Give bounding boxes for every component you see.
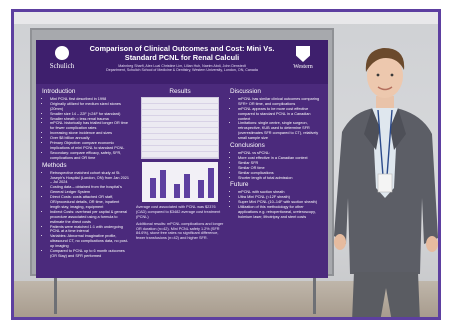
discussion-heading: Discussion bbox=[230, 88, 261, 95]
list-item: Primary Objective: compare economic impl… bbox=[50, 141, 130, 151]
poster-authors: Mahnbeg Sharfi, Alex Luai Christine Lim,… bbox=[84, 64, 280, 73]
poster-column-right: Discussion mPCNL has similar clinical ou… bbox=[230, 88, 322, 223]
list-item: Smaller size 14 – 22F (<24F for standard… bbox=[50, 112, 130, 117]
list-item: Utilization of this methodology for othe… bbox=[238, 205, 322, 220]
list-item: Increasing stone incidence and sizes bbox=[50, 131, 130, 136]
presenter-face bbox=[367, 54, 403, 98]
ceiling bbox=[14, 12, 438, 24]
list-item: Variables: Abnormal imaginative profile,… bbox=[50, 234, 130, 249]
poster-title: Comparison of Clinical Outcomes and Cost… bbox=[89, 44, 275, 62]
list-item: Mini PCNL first described in 1998 bbox=[50, 97, 130, 102]
list-item: Smaller sheath = less renal trauma bbox=[50, 117, 130, 122]
presenter-left-hand bbox=[334, 234, 346, 250]
conclusions-list: mPCNL vs sPCNL: More cost effective in a… bbox=[230, 151, 322, 180]
results-caption: Average cost associated with PCNL was $2… bbox=[136, 204, 221, 219]
list-item: mPCNL appears to be more cost effective … bbox=[238, 107, 322, 122]
discussion-list: mPCNL has similar clinical outcomes comp… bbox=[230, 97, 322, 141]
list-item: Similar complications bbox=[238, 171, 322, 176]
results-table bbox=[141, 96, 219, 159]
poster-column-middle: Results Average cost associated with PCN… bbox=[136, 88, 224, 241]
list-item: Ultra Mini PCNL (<12F sheath) bbox=[238, 195, 322, 200]
list-item: Originally utilized for medium sized sto… bbox=[50, 102, 130, 112]
list-item: mPCNL with suction sheath bbox=[238, 190, 322, 195]
research-poster: Schulich Comparison of Clinical Outcomes… bbox=[36, 40, 328, 278]
introduction-heading: Introduction bbox=[42, 88, 76, 95]
conclusions-heading: Conclusions bbox=[230, 142, 265, 150]
list-item: Patients were matched 1:1 with undergoin… bbox=[50, 225, 130, 235]
list-item: Costing data – obtained from the hospita… bbox=[50, 185, 130, 195]
poster-header: Schulich Comparison of Clinical Outcomes… bbox=[36, 40, 328, 84]
methods-heading: Methods bbox=[42, 161, 67, 169]
future-heading: Future bbox=[230, 181, 249, 189]
presenter-right-hand bbox=[426, 236, 438, 252]
list-item: mPCNL has similar clinical outcomes comp… bbox=[238, 97, 322, 107]
list-item: Indirect Costs: overhead per capital & g… bbox=[50, 210, 130, 225]
list-item: More cost effective in a Canadian contex… bbox=[238, 156, 322, 161]
methods-list: Retrospective matched cohort study at St… bbox=[42, 171, 130, 259]
western-logo: Western bbox=[284, 46, 322, 80]
list-item: Similar OR time bbox=[238, 166, 322, 171]
photo: Schulich Comparison of Clinical Outcomes… bbox=[11, 9, 441, 320]
presenter-trousers bbox=[352, 272, 420, 317]
list-item: Secondary: compare efficacy, safety, SFR… bbox=[50, 151, 130, 161]
western-logo-text: Western bbox=[293, 64, 313, 70]
schulich-logo-text: Schulich bbox=[49, 62, 75, 70]
western-crest-icon bbox=[296, 46, 310, 62]
poster-column-left: Introduction Mini PCNL first described i… bbox=[42, 88, 130, 262]
future-list: mPCNL with suction sheath Ultra Mini PCN… bbox=[230, 190, 322, 219]
list-item: Shorter length of total admission bbox=[238, 176, 322, 181]
list-item: Over $8 billion annually bbox=[50, 136, 130, 141]
list-item: mPCNL vs sPCNL: bbox=[238, 151, 322, 156]
list-item: Similar SFR bbox=[238, 161, 322, 166]
poster-affiliation: Department, Schulich School of Medicine … bbox=[106, 68, 258, 73]
introduction-list: Mini PCNL first described in 1998 Origin… bbox=[42, 97, 130, 161]
poster-author-names: Mahnbeg Sharfi, Alex Luai Christine Lim,… bbox=[118, 64, 246, 68]
list-item: Limitations: single centre, single surge… bbox=[238, 121, 322, 141]
presenter-hair bbox=[365, 48, 405, 72]
results-notes: Additional results: mPCNL complications … bbox=[136, 221, 224, 241]
poster-board-stand bbox=[54, 274, 316, 314]
schulich-logo-icon bbox=[55, 46, 69, 60]
list-item: Direct Costs: costs attached OR staff, O… bbox=[50, 195, 130, 210]
name-badge bbox=[377, 173, 393, 193]
results-chart bbox=[142, 161, 218, 202]
list-item: Compared to PCNL up to 6 month outcomes … bbox=[50, 249, 130, 259]
presenter-person bbox=[334, 48, 438, 317]
list-item: Retrospective matched cohort study at St… bbox=[50, 171, 130, 186]
results-heading: Results bbox=[169, 88, 191, 95]
list-item: Super Mini PCNL (10–14F with suction she… bbox=[238, 200, 322, 205]
list-item: mPCNL historically has trialled longer O… bbox=[50, 121, 130, 131]
schulich-logo: Schulich bbox=[42, 46, 82, 80]
